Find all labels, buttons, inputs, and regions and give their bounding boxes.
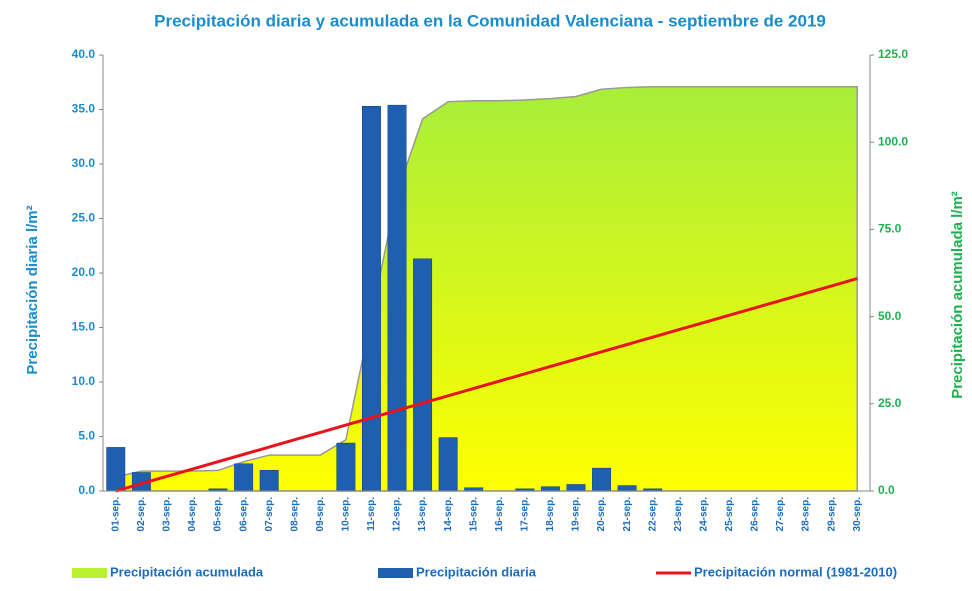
- x-tick-label: 06-sep.: [238, 497, 249, 532]
- y-axis-label: Precipitación diaria l/m²: [24, 205, 41, 374]
- y-tick-label: 30.0: [72, 156, 96, 170]
- x-tick-label: 24-sep.: [698, 497, 709, 532]
- y2-tick-label: 125.0: [878, 47, 908, 61]
- x-tick-label: 29-sep.: [826, 497, 837, 532]
- line: [115, 277, 858, 493]
- x-tick-label: 02-sep.: [136, 497, 147, 532]
- chart-title: Precipitación diaria y acumulada en la C…: [154, 11, 826, 30]
- x-tick-label: 27-sep.: [775, 497, 786, 532]
- x-tick-label: 23-sep.: [673, 497, 684, 532]
- y-tick-label: 20.0: [72, 265, 96, 279]
- x-tick-label: 19-sep.: [571, 497, 582, 532]
- x-tick-label: 07-sep.: [264, 497, 275, 532]
- bar: [336, 442, 356, 492]
- y2-tick-label: 0.0: [878, 483, 895, 497]
- bar: [234, 463, 254, 492]
- y2-tick-label: 75.0: [878, 222, 902, 236]
- x-tick-label: 11-sep.: [366, 497, 377, 531]
- x-tick-label: 26-sep.: [750, 497, 761, 532]
- area: [115, 85, 858, 492]
- x-tick-label: 16-sep.: [494, 497, 505, 532]
- x-tick-label: 08-sep.: [289, 497, 300, 532]
- y-tick-label: 35.0: [72, 102, 96, 116]
- x-tick-label: 25-sep.: [724, 497, 735, 532]
- bar: [413, 258, 433, 492]
- bar: [438, 437, 458, 492]
- x-tick-label: 14-sep.: [443, 497, 454, 532]
- x-tick-label: 01-sep.: [110, 497, 121, 532]
- y-tick-label: 40.0: [72, 47, 96, 61]
- x-tick-label: 04-sep.: [187, 497, 198, 532]
- y-tick-label: 15.0: [72, 320, 96, 334]
- legend-label: Precipitación normal (1981-2010): [694, 564, 897, 579]
- bar: [387, 104, 407, 492]
- y-tick-label: 0.0: [78, 483, 95, 497]
- x-tick-label: 10-sep.: [341, 497, 352, 532]
- bar: [566, 484, 586, 492]
- y2-tick-label: 50.0: [878, 309, 902, 323]
- x-tick-label: 30-sep.: [852, 497, 863, 532]
- x-tick-label: 17-sep.: [519, 497, 530, 532]
- y-tick-label: 5.0: [78, 429, 95, 443]
- bar: [106, 447, 126, 492]
- x-tick-label: 20-sep.: [596, 497, 607, 532]
- x-tick-label: 18-sep.: [545, 497, 556, 532]
- x-tick-label: 28-sep.: [801, 497, 812, 532]
- x-tick-label: 15-sep.: [468, 497, 479, 532]
- x-tick-label: 03-sep.: [162, 497, 173, 532]
- x-tick-label: 09-sep.: [315, 497, 326, 532]
- legend-label: Precipitación acumulada: [110, 564, 264, 579]
- bar: [259, 470, 279, 492]
- bar: [592, 467, 612, 492]
- x-tick-label: 22-sep.: [647, 497, 658, 532]
- x-tick-label: 12-sep.: [392, 497, 403, 532]
- bar: [361, 105, 381, 492]
- x-tick-label: 21-sep.: [622, 497, 633, 532]
- y2-label-box: [940, 150, 970, 440]
- y-tick-label: 25.0: [72, 211, 96, 225]
- bar: [540, 486, 560, 492]
- legend-label: Precipitación diaria: [416, 564, 537, 579]
- bar: [617, 485, 637, 492]
- legend-swatch: [72, 568, 107, 578]
- y2-tick-label: 100.0: [878, 134, 908, 148]
- y2-axis-label: Precipitación acumulada l/m²: [949, 191, 966, 399]
- y-tick-label: 10.0: [72, 374, 96, 388]
- y-label-box: [14, 180, 44, 420]
- x-tick-label: 13-sep.: [417, 497, 428, 532]
- y2-tick-label: 25.0: [878, 396, 902, 410]
- legend-swatch: [378, 568, 413, 578]
- x-tick-label: 05-sep.: [213, 497, 224, 532]
